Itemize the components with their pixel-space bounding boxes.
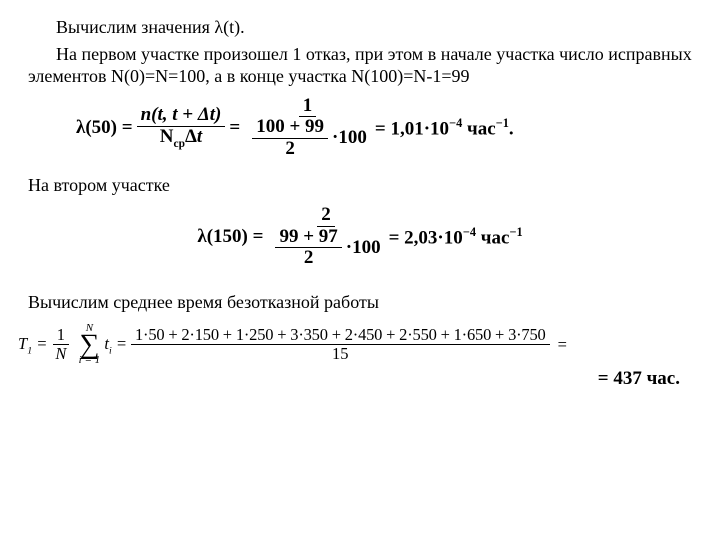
f3-big-den: 15 [328,345,353,363]
result-line: = 437 час. [28,368,692,390]
f2-num: 2 [317,205,335,227]
f3-big-num: 1·50 + 2·150 + 1·250 + 3·350 + 2·450 + 2… [131,326,550,345]
f1-frac1-den: NсрΔt [156,127,206,150]
f1-result: = 1,01·10−4 час−1. [375,116,514,140]
f2-den-inner-num: 99 + 97 [275,227,341,249]
f3-lhs-den: N [51,345,70,363]
f1-den-inner-num: 100 + 99 [252,117,328,139]
f3-T: T1 = [18,334,47,356]
f2-den: 99 + 97 2 ·100 [267,227,384,270]
formula-lambda-50: λ(50) = n(t, t + Δt) NсрΔt = 1 100 + 99 … [28,92,692,165]
f2-den-tail: ·100 [346,238,381,259]
mid-text-1: На втором участке [28,174,692,197]
sigma-icon: N ∑ i = 1 [77,324,101,366]
f2-result: = 2,03·10−4 час−1 [389,225,523,249]
formula-mean-time: T1 = 1 N N ∑ i = 1 ti = 1·50 + 2·150 + 1… [18,318,692,366]
f1-frac2-num: 1 [299,96,317,118]
intro-line-2: На первом участке произошел 1 отказ, при… [28,43,692,88]
mid-text-2: Вычислим среднее время безотказной работ… [28,291,692,314]
f3-ti: ti = [104,334,127,356]
f1-den-inner-den: 2 [281,139,299,160]
formula-lambda-150: λ(150) = 2 99 + 97 2 ·100 = 2,03·10−4 ча… [28,201,692,274]
f1-lhs: λ(50) = [76,117,133,139]
f1-frac1-num: n(t, t + Δt) [137,105,226,127]
f1-den-tail: ·100 [332,128,367,149]
f3-lhs-num: 1 [53,326,69,345]
f2-den-inner-den: 2 [300,248,318,269]
f3-trail: = [558,335,567,355]
f1-eq: = [229,117,240,139]
f2-lhs: λ(150) = [197,226,263,248]
intro-line-1: Вычислим значения λ(t). [28,16,692,39]
f1-frac2-den: 100 + 99 2 ·100 [244,117,371,160]
